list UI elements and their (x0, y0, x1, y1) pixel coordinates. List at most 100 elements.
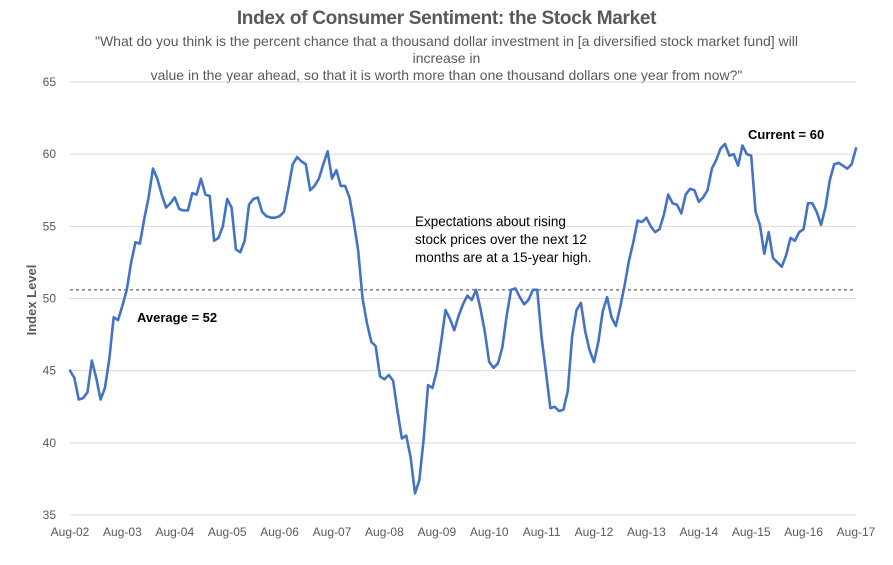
data-point (510, 289, 512, 291)
data-point (335, 169, 337, 171)
data-point (331, 178, 333, 180)
data-point (261, 211, 263, 213)
x-tick-label: Aug-10 (470, 525, 509, 539)
data-point (82, 397, 84, 399)
data-point (239, 251, 241, 253)
data-point (117, 319, 119, 321)
data-point (619, 306, 621, 308)
data-point (693, 189, 695, 191)
data-point (226, 198, 228, 200)
data-point (562, 409, 564, 411)
data-point (209, 195, 211, 197)
data-point (597, 341, 599, 343)
data-point (283, 211, 285, 213)
data-point (266, 215, 268, 217)
y-tick-label: 45 (43, 364, 57, 378)
data-point (654, 231, 656, 233)
x-tick-label: Aug-14 (679, 525, 718, 539)
data-point (397, 410, 399, 412)
x-tick-label: Aug-17 (837, 525, 876, 539)
data-point (650, 225, 652, 227)
data-point (340, 185, 342, 187)
data-point (287, 188, 289, 190)
data-point (392, 380, 394, 382)
data-point (741, 145, 743, 147)
data-point (348, 196, 350, 198)
data-point (536, 289, 538, 291)
data-point (309, 189, 311, 191)
data-point (440, 341, 442, 343)
data-point (554, 406, 556, 408)
data-point (589, 349, 591, 351)
data-point (707, 189, 709, 191)
data-point (152, 168, 154, 170)
data-point (165, 207, 167, 209)
data-point (91, 360, 93, 362)
data-point (532, 289, 534, 291)
data-point (270, 217, 272, 219)
data-point (169, 202, 171, 204)
x-tick-label: Aug-06 (260, 525, 299, 539)
data-point (728, 155, 730, 157)
data-point (667, 194, 669, 196)
data-point (466, 295, 468, 297)
x-tick-label: Aug-03 (103, 525, 142, 539)
data-point (427, 384, 429, 386)
data-point (851, 163, 853, 165)
series-line (68, 142, 858, 495)
data-point (645, 217, 647, 219)
data-point (711, 168, 713, 170)
data-point (479, 308, 481, 310)
data-point (300, 160, 302, 162)
data-point (423, 438, 425, 440)
data-point (217, 237, 219, 239)
data-point (558, 410, 560, 412)
data-point (139, 243, 141, 245)
data-point (405, 435, 407, 437)
annotation-line-3: months are at a 15-year high. (415, 250, 591, 265)
x-tick-label: Aug-08 (365, 525, 404, 539)
data-point (824, 207, 826, 209)
data-point (842, 165, 844, 167)
data-point (113, 316, 115, 318)
data-point (772, 257, 774, 259)
data-point (615, 325, 617, 327)
data-point (453, 329, 455, 331)
y-tick-label: 35 (43, 508, 57, 522)
data-point (820, 224, 822, 226)
x-tick-label: Aug-13 (627, 525, 666, 539)
data-point (580, 302, 582, 304)
data-point (410, 456, 412, 458)
data-point (370, 341, 372, 343)
data-point (759, 224, 761, 226)
data-point (292, 163, 294, 165)
data-point (720, 147, 722, 149)
data-point (161, 194, 163, 196)
data-point (833, 163, 835, 165)
annotation-line-2: stock prices over the next 12 (415, 232, 587, 247)
data-point (702, 196, 704, 198)
data-point (235, 248, 237, 250)
data-point (641, 221, 643, 223)
subtitle-line-1: "What do you think is the percent chance… (94, 33, 798, 66)
data-point (488, 361, 490, 363)
data-point (100, 399, 102, 401)
data-point (632, 241, 634, 243)
y-tick-label: 65 (43, 75, 57, 89)
data-point (204, 194, 206, 196)
x-tick-label: Aug-12 (575, 525, 614, 539)
y-tick-label: 55 (43, 219, 57, 233)
data-point (200, 178, 202, 180)
data-point (576, 309, 578, 311)
current-label: Current = 60 (748, 127, 824, 142)
chart-title: Index of Consumer Sentiment: the Stock M… (236, 8, 657, 29)
data-point (523, 303, 525, 305)
x-tick-label: Aug-11 (523, 525, 561, 539)
data-point (567, 390, 569, 392)
data-point (528, 299, 530, 301)
data-point (418, 479, 420, 481)
data-point (493, 367, 495, 369)
data-point (737, 165, 739, 167)
data-point (318, 178, 320, 180)
data-point (816, 211, 818, 213)
